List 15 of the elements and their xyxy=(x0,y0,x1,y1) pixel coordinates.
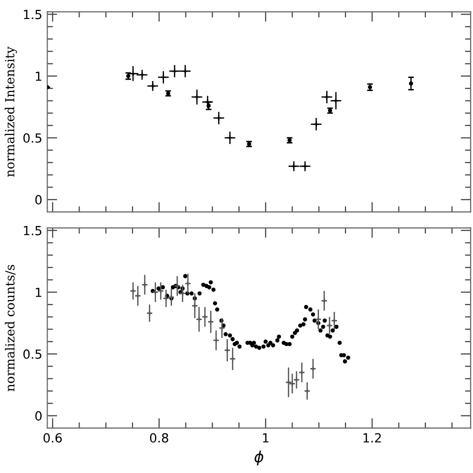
y-tick-label: 1 xyxy=(36,288,42,297)
x-tick-label: 1 xyxy=(263,433,268,442)
y-tick-label: 0.5 xyxy=(23,133,42,143)
y-tick-label: 0 xyxy=(35,195,42,205)
y-axis-title: normalized Intensity xyxy=(4,46,18,177)
y-tick-label: 1 xyxy=(36,72,42,81)
y-tick-label: 1.5 xyxy=(24,226,42,236)
x-tick-label: 0.6 xyxy=(44,433,62,443)
x-axis-title: ϕ xyxy=(254,450,264,466)
x-tick-label: 0.8 xyxy=(150,433,168,443)
y-axis-title: normalized counts/s xyxy=(4,264,16,392)
y-tick-label: 1.5 xyxy=(24,10,42,20)
x-tick-label: 1.2 xyxy=(364,433,381,442)
y-tick-label: 0 xyxy=(35,411,42,421)
y-tick-label: 0.5 xyxy=(23,349,42,359)
